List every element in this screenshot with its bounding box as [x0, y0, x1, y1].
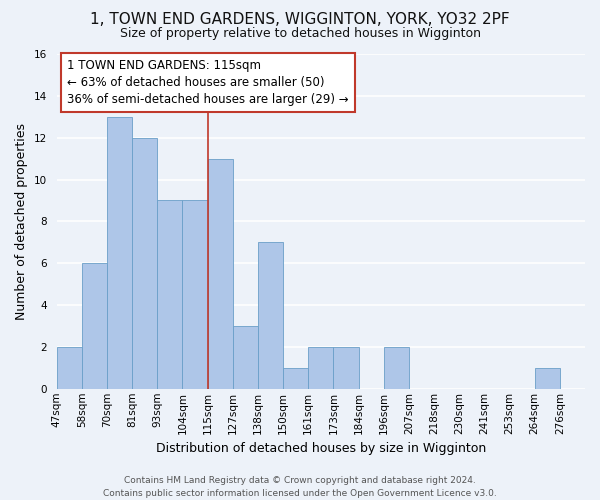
Y-axis label: Number of detached properties: Number of detached properties — [15, 123, 28, 320]
Text: 1 TOWN END GARDENS: 115sqm
← 63% of detached houses are smaller (50)
36% of semi: 1 TOWN END GARDENS: 115sqm ← 63% of deta… — [67, 59, 349, 106]
Bar — [208, 158, 233, 389]
Bar — [233, 326, 258, 389]
Bar — [535, 368, 560, 389]
Bar — [308, 347, 334, 389]
Bar — [258, 242, 283, 389]
Bar — [157, 200, 182, 389]
Bar — [56, 347, 82, 389]
Bar — [107, 117, 132, 389]
Bar — [334, 347, 359, 389]
Text: 1, TOWN END GARDENS, WIGGINTON, YORK, YO32 2PF: 1, TOWN END GARDENS, WIGGINTON, YORK, YO… — [90, 12, 510, 28]
Text: Size of property relative to detached houses in Wigginton: Size of property relative to detached ho… — [119, 28, 481, 40]
Bar — [182, 200, 208, 389]
Bar — [383, 347, 409, 389]
Bar — [82, 263, 107, 389]
X-axis label: Distribution of detached houses by size in Wigginton: Distribution of detached houses by size … — [155, 442, 486, 455]
Bar — [132, 138, 157, 389]
Text: Contains HM Land Registry data © Crown copyright and database right 2024.
Contai: Contains HM Land Registry data © Crown c… — [103, 476, 497, 498]
Bar — [283, 368, 308, 389]
